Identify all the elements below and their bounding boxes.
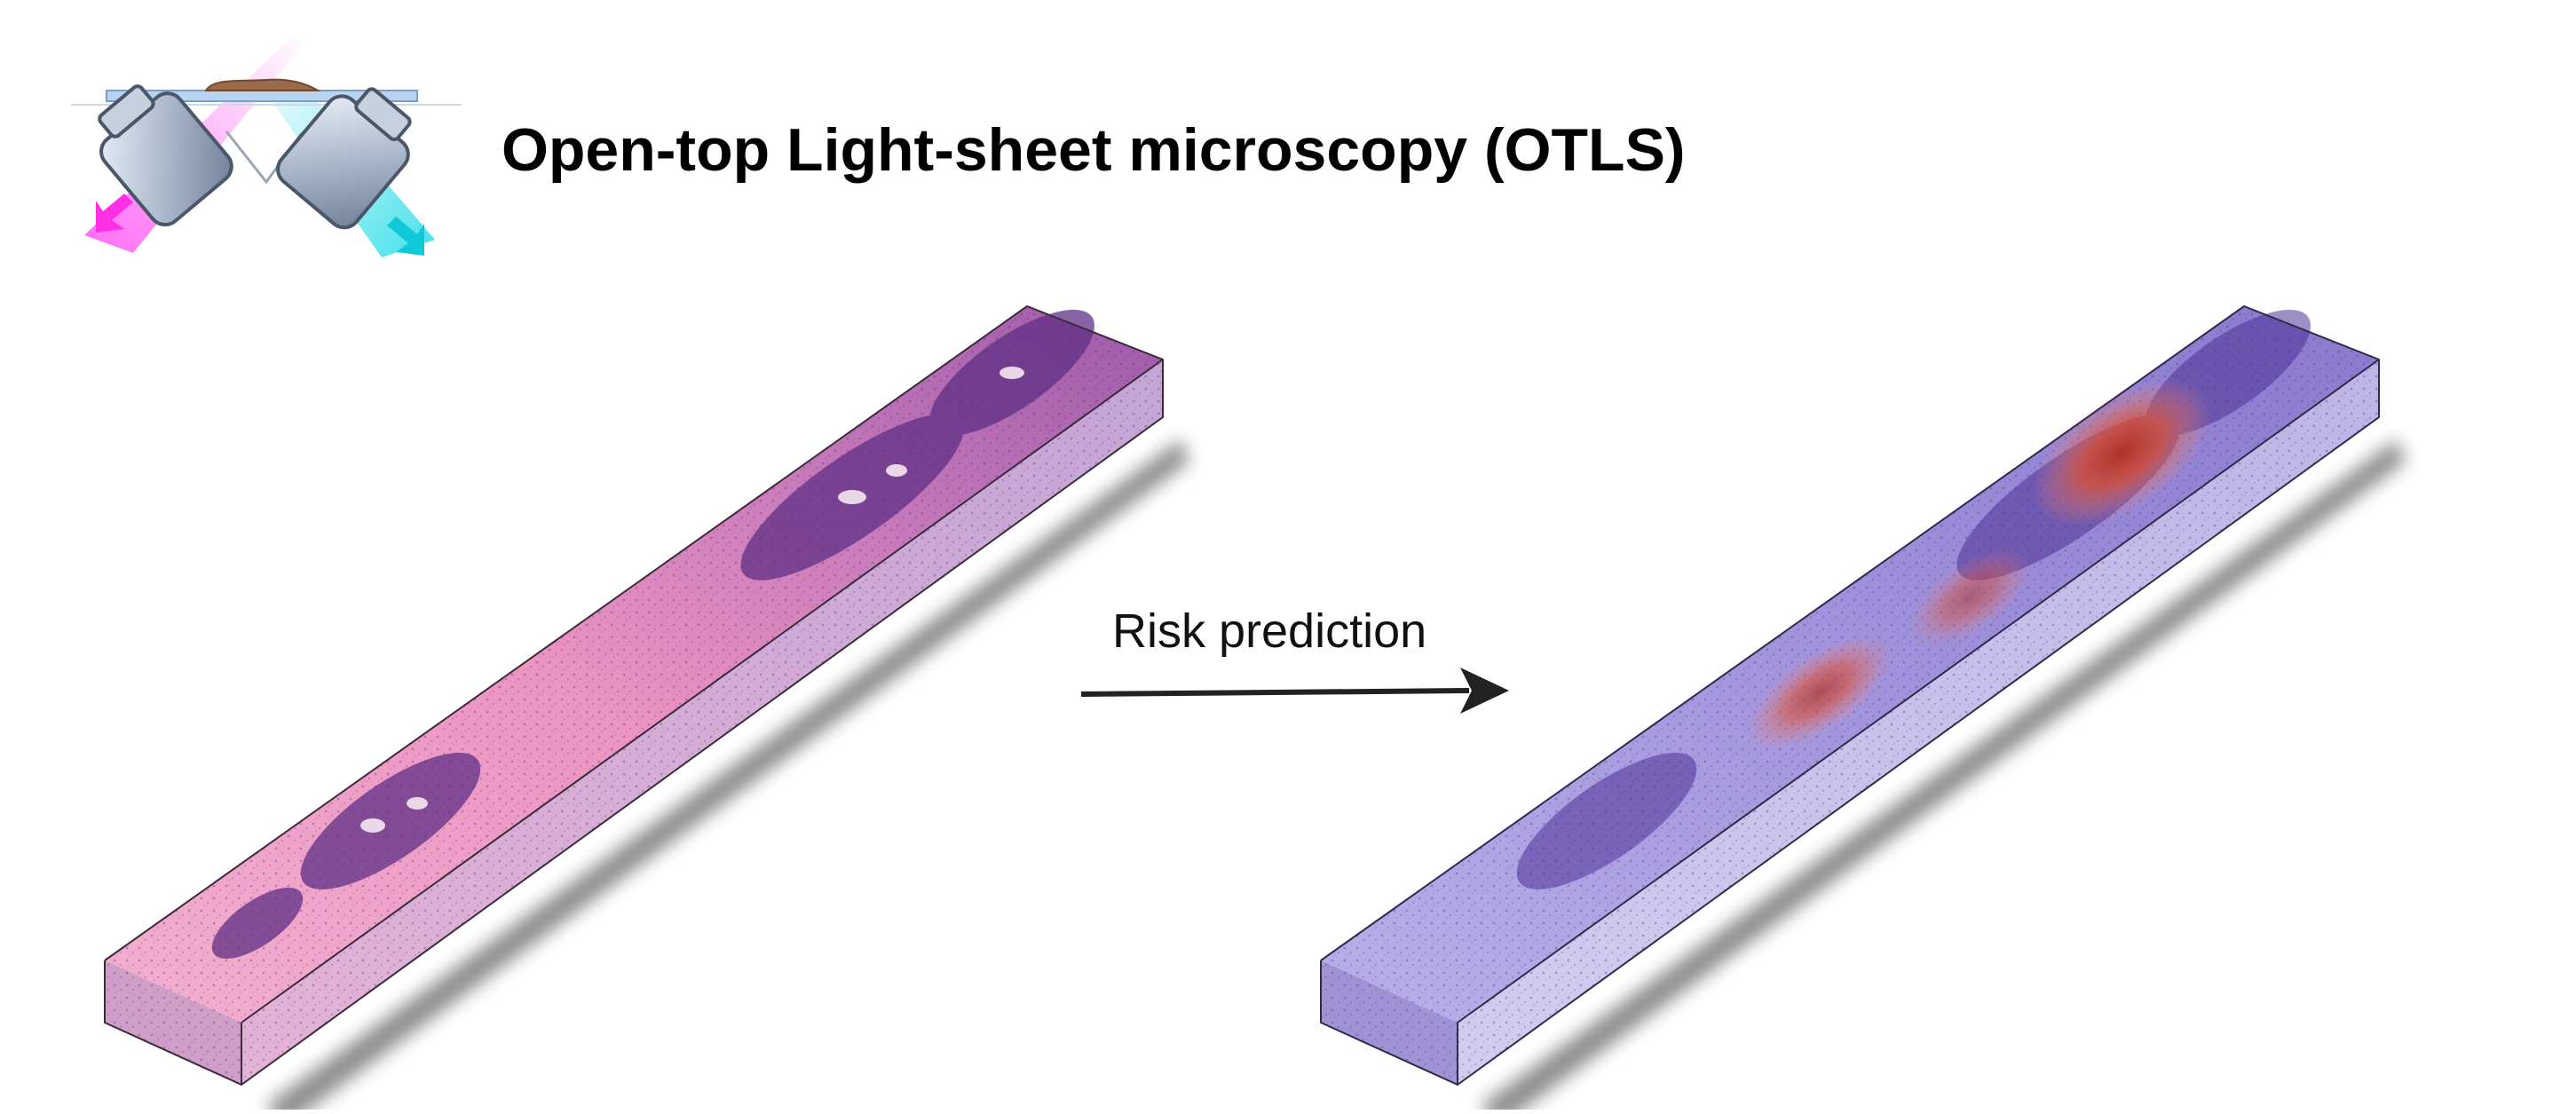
otls-microscope-icon	[71, 36, 462, 257]
figure-title: Open-top Light-sheet microscopy (OTLS)	[502, 115, 1686, 185]
tissue-sample-icon	[206, 80, 318, 91]
risk-prediction-arrow	[1081, 668, 1509, 714]
he-stained-specimen	[105, 288, 1189, 1110]
arrow-label: Risk prediction	[1112, 604, 1426, 659]
